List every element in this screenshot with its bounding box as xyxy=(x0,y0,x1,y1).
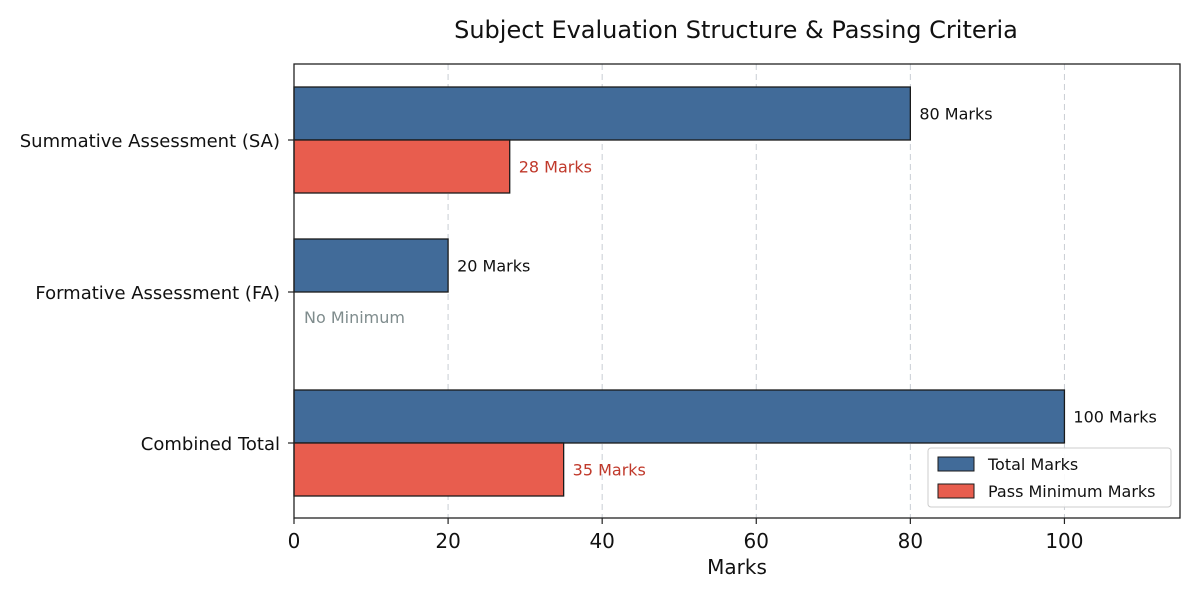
x-tick-label: 100 xyxy=(1045,529,1083,553)
y-tick-label: Combined Total xyxy=(141,434,280,455)
legend: Total Marks Pass Minimum Marks xyxy=(927,447,1172,508)
y-tick-label: Formative Assessment (FA) xyxy=(35,283,280,304)
bar-total-marks xyxy=(293,389,1066,444)
data-label: 20 Marks xyxy=(457,257,530,276)
bar-pass-minimum xyxy=(293,442,565,497)
legend-box xyxy=(927,447,1172,508)
legend-label: Total Marks xyxy=(987,455,1078,474)
bar-total-marks xyxy=(293,238,449,293)
bars-layer xyxy=(293,86,1066,497)
x-tick-label: 20 xyxy=(435,529,460,553)
x-axis-label: Marks xyxy=(707,555,767,579)
legend-label: Pass Minimum Marks xyxy=(988,482,1156,501)
legend-swatch xyxy=(937,483,975,499)
data-labels-layer: 80 Marks 20 Marks 100 Marks 28 Marks 35 Mark… xyxy=(304,105,1157,480)
x-tick-label: 0 xyxy=(288,529,301,553)
x-tick-label: 80 xyxy=(898,529,923,553)
chart-title: Subject Evaluation Structure & Passing C… xyxy=(454,16,1018,44)
bar-pass-minimum xyxy=(293,139,511,194)
bar-total-marks xyxy=(293,86,911,141)
data-label: 35 Marks xyxy=(573,461,646,480)
legend-swatch xyxy=(937,456,975,472)
x-tick-label: 60 xyxy=(744,529,769,553)
x-tick-label: 40 xyxy=(589,529,614,553)
data-label: 28 Marks xyxy=(519,158,592,177)
plot-frame xyxy=(293,63,1181,519)
data-label: 80 Marks xyxy=(919,105,992,124)
annotation-label: No Minimum xyxy=(304,308,405,327)
data-label: 100 Marks xyxy=(1073,408,1156,427)
x-axis: 0 20 40 60 80 100 xyxy=(288,518,1084,553)
y-tick-label: Summative Assessment (SA) xyxy=(20,131,280,152)
y-axis: Summative Assessment (SA) Formative Asses… xyxy=(20,131,294,455)
